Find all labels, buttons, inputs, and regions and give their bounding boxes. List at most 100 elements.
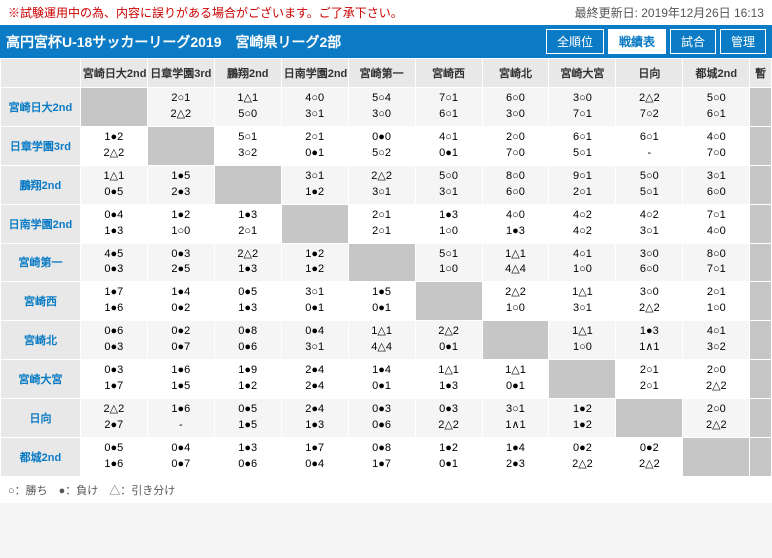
extra-cell: [750, 360, 772, 399]
result-cell: 7○16○1: [415, 88, 482, 127]
result-cell: 3○11●2: [281, 165, 348, 204]
col-header: 鵬翔2nd: [214, 59, 281, 88]
result-cell: 1●40●2: [147, 282, 214, 321]
col-header: 都城2nd: [683, 59, 750, 88]
result-cell: 0●51●3: [214, 282, 281, 321]
result-cell: 2△22●7: [80, 399, 147, 438]
row-header: 宮崎大宮: [1, 360, 81, 399]
page-title: 高円宮杯U-18サッカーリーグ2019 宮崎県リーグ2部: [6, 32, 546, 52]
result-cell: 2○12○1: [616, 360, 683, 399]
last-updated: 最終更新日: 2019年12月26日 16:13: [575, 4, 764, 21]
result-cell: [281, 204, 348, 243]
result-cell: 5○13○2: [214, 126, 281, 165]
result-cell: [348, 243, 415, 282]
row-header: 宮崎西: [1, 282, 81, 321]
corner-cell: [1, 59, 81, 88]
result-cell: 0●51●5: [214, 399, 281, 438]
col-header: 宮崎西: [415, 59, 482, 88]
result-cell: 1●6-: [147, 399, 214, 438]
result-cell: 3○02△2: [616, 282, 683, 321]
extra-cell: [750, 165, 772, 204]
result-cell: [683, 437, 750, 476]
result-cell: 0●32●5: [147, 243, 214, 282]
extra-cell: [750, 243, 772, 282]
result-cell: 3○11∧1: [482, 399, 549, 438]
result-cell: 0●51●6: [80, 437, 147, 476]
result-cell: [415, 282, 482, 321]
result-cell: 0●05○2: [348, 126, 415, 165]
result-cell: 2○12△2: [147, 88, 214, 127]
result-cell: 1●40●1: [348, 360, 415, 399]
extra-cell: [750, 88, 772, 127]
col-header: 日向: [616, 59, 683, 88]
result-cell: 4○11○0: [549, 243, 616, 282]
match-button[interactable]: 試合: [670, 29, 716, 54]
result-cell: 4○03○1: [281, 88, 348, 127]
result-cell: 1△14△4: [482, 243, 549, 282]
extra-header: 暫: [750, 59, 772, 88]
result-cell: 2△21○0: [482, 282, 549, 321]
result-cell: [549, 360, 616, 399]
row-header: 宮崎北: [1, 321, 81, 360]
result-cell: 0●43○1: [281, 321, 348, 360]
result-cell: 1●70●4: [281, 437, 348, 476]
result-cell: 0●40●7: [147, 437, 214, 476]
result-cell: 1△13○1: [549, 282, 616, 321]
result-cell: 4○24○2: [549, 204, 616, 243]
result-cell: 5○05○1: [616, 165, 683, 204]
extra-cell: [750, 399, 772, 438]
result-cell: 1●91●2: [214, 360, 281, 399]
col-header: 宮崎北: [482, 59, 549, 88]
extra-cell: [750, 437, 772, 476]
col-header: 日章学園3rd: [147, 59, 214, 88]
admin-button[interactable]: 管理: [720, 29, 766, 54]
result-cell: 3○10●1: [281, 282, 348, 321]
result-cell: 2○02△2: [683, 399, 750, 438]
result-cell: 1●21○0: [147, 204, 214, 243]
result-cell: 5○43○0: [348, 88, 415, 127]
result-cell: 2○12○1: [348, 204, 415, 243]
result-cell: 1●31∧1: [616, 321, 683, 360]
result-cell: 0●80●6: [214, 321, 281, 360]
extra-cell: [750, 204, 772, 243]
result-cell: 4○23○1: [616, 204, 683, 243]
result-cell: 4○07○0: [683, 126, 750, 165]
result-cell: 4●50●3: [80, 243, 147, 282]
result-cell: 8○06○0: [482, 165, 549, 204]
result-cell: 1△15○0: [214, 88, 281, 127]
result-cell: 2○02△2: [683, 360, 750, 399]
result-cell: 1●32○1: [214, 204, 281, 243]
result-cell: 6○15○1: [549, 126, 616, 165]
result-cell: 5○03○1: [415, 165, 482, 204]
extra-cell: [750, 282, 772, 321]
result-cell: 1●21●2: [281, 243, 348, 282]
result-cell: 0●41●3: [80, 204, 147, 243]
result-cell: 4○10●1: [415, 126, 482, 165]
result-cell: 0●31●7: [80, 360, 147, 399]
result-cell: [214, 165, 281, 204]
row-header: 宮崎日大2nd: [1, 88, 81, 127]
result-cell: [482, 321, 549, 360]
extra-cell: [750, 321, 772, 360]
result-cell: 1△11○0: [549, 321, 616, 360]
result-cell: 1△11●3: [415, 360, 482, 399]
col-header: 宮崎第一: [348, 59, 415, 88]
result-cell: 1●31○0: [415, 204, 482, 243]
col-header: 宮崎大宮: [549, 59, 616, 88]
result-cell: 3○16○0: [683, 165, 750, 204]
result-cell: 6○1-: [616, 126, 683, 165]
result-cell: 2○11○0: [683, 282, 750, 321]
result-cell: 1△10●5: [80, 165, 147, 204]
result-cell: 1●42●3: [482, 437, 549, 476]
record-button[interactable]: 戦績表: [608, 29, 666, 54]
result-cell: 0●60●3: [80, 321, 147, 360]
result-cell: 5○06○1: [683, 88, 750, 127]
result-cell: 2△21●3: [214, 243, 281, 282]
result-cell: 2△27○2: [616, 88, 683, 127]
result-cell: 3○06○0: [616, 243, 683, 282]
col-header: 宮崎日大2nd: [80, 59, 147, 88]
result-cell: [80, 88, 147, 127]
result-cell: 1●71●6: [80, 282, 147, 321]
rank-button[interactable]: 全順位: [546, 29, 604, 54]
result-cell: 2△23○1: [348, 165, 415, 204]
